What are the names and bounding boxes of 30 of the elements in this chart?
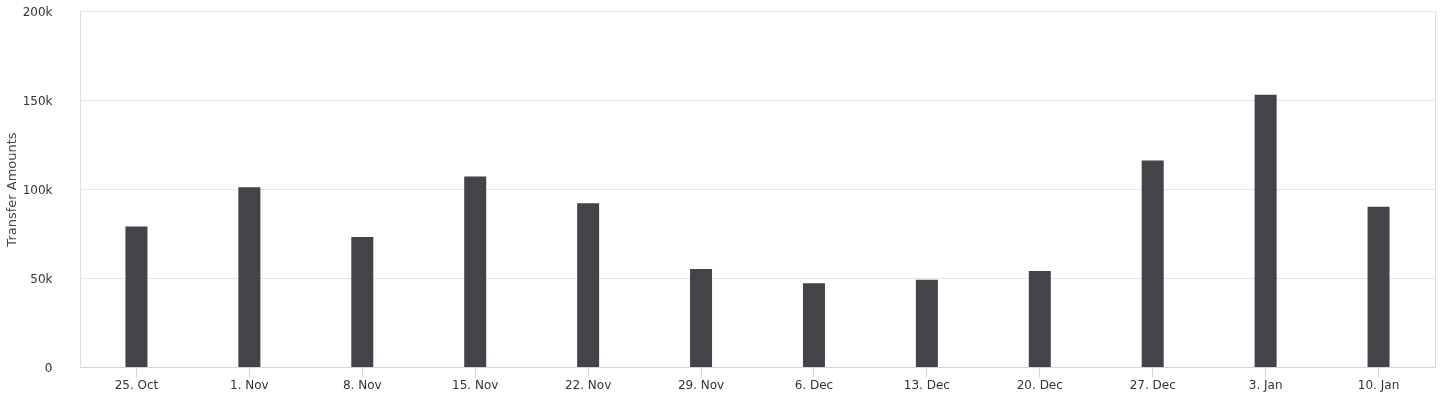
x-tick-label: 20. Dec: [1016, 377, 1063, 392]
bar: [1141, 160, 1164, 367]
bar: [1367, 206, 1390, 367]
bar: [577, 203, 600, 367]
x-tick-label: 15. Nov: [452, 377, 499, 392]
bar: [238, 187, 261, 367]
bar: [351, 237, 374, 367]
bar: [1028, 270, 1051, 367]
x-tick-label: 27. Dec: [1129, 377, 1176, 392]
bar: [802, 283, 825, 367]
x-tick-label: 1. Nov: [230, 377, 269, 392]
x-tick-label: 13. Dec: [903, 377, 950, 392]
y-tick-label: 0: [44, 360, 53, 375]
y-tick-label: 50k: [30, 271, 53, 286]
bar: [690, 269, 713, 367]
y-tick-label: 100k: [22, 182, 53, 197]
bar: [915, 279, 938, 367]
x-tick-label: 25. Oct: [114, 377, 159, 392]
bar: [125, 226, 148, 367]
x-tick-label: 10. Jan: [1357, 377, 1400, 392]
x-tick-label: 22. Nov: [564, 377, 612, 392]
bar: [464, 176, 487, 367]
bar: [1254, 94, 1277, 367]
y-axis-title: Transfer Amounts: [3, 132, 19, 248]
x-tick-label: 3. Jan: [1248, 377, 1283, 392]
x-tick-label: 29. Nov: [677, 377, 725, 392]
x-tick-label: 6. Dec: [794, 377, 834, 392]
x-tick-label: 8. Nov: [342, 377, 382, 392]
y-tick-label: 200k: [22, 4, 53, 19]
y-tick-label: 150k: [22, 93, 53, 108]
